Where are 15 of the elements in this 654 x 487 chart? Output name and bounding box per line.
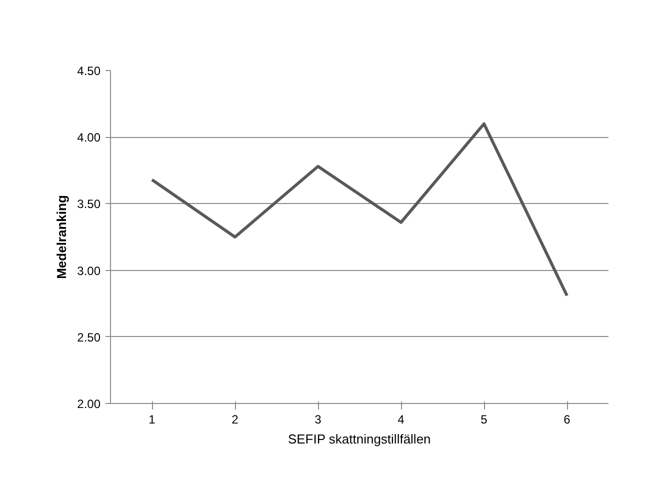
line-series [150,122,568,298]
y-tick-label: 2.50 [77,330,101,344]
y-tick-label: 3.50 [77,197,101,212]
y-axis-title: Medelranking [54,195,70,279]
x-tick-label: 1 [148,412,156,426]
x-tick-label: 3 [314,412,322,426]
y-tick-label: 2.00 [77,397,101,411]
x-axis-title: SEFIP skattningstillfällen [288,432,431,446]
y-tick-label: 4.00 [77,130,101,145]
x-tick-label: 5 [480,412,488,426]
y-tick-label: 3.00 [77,264,101,278]
x-tick-label: 4 [398,412,405,426]
x-tick-label: 6 [564,412,571,426]
x-tick-label: 2 [232,412,239,426]
y-tick-label: 4.50 [77,64,101,78]
